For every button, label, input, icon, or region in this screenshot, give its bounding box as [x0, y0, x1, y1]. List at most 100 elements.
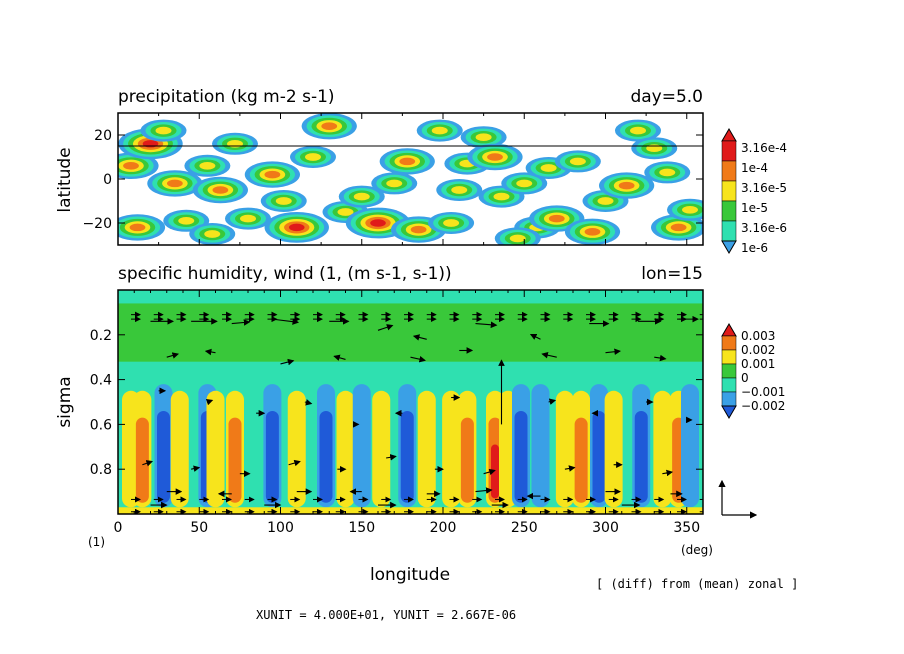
- precip-cell: [618, 181, 635, 190]
- humidity-lon-label: lon=15: [641, 264, 703, 284]
- humidity-xtick-label: 300: [592, 520, 619, 536]
- humidity-column: [442, 390, 461, 508]
- wind-vector: [377, 324, 394, 331]
- precip-cell: [305, 153, 321, 161]
- wind-vector: [410, 355, 426, 363]
- humidity-column: [604, 390, 623, 508]
- precip-x-ticks: [117, 113, 688, 245]
- humidity-column: [592, 410, 606, 503]
- humidity-column: [574, 417, 588, 503]
- precip-cell: [630, 126, 646, 135]
- precip-field: [118, 113, 703, 245]
- wind-vector: [541, 351, 557, 359]
- precip-cell: [548, 214, 565, 223]
- precip-cell: [431, 126, 448, 135]
- humidity-column: [319, 410, 333, 503]
- humidity-column: [157, 410, 170, 503]
- humidity-cap: [118, 290, 703, 304]
- colorbar-swatch: [721, 363, 737, 379]
- precip-cell: [166, 179, 183, 188]
- wind-vector: [548, 398, 557, 405]
- colorbar-swatch: [721, 180, 737, 202]
- humidity-column: [135, 417, 149, 503]
- precip-cell: [451, 186, 468, 194]
- humidity-ytick-label: 0.8: [90, 462, 112, 478]
- humidity-column: [336, 390, 355, 508]
- humidity-column: [555, 390, 574, 508]
- wind-vector: [483, 468, 496, 476]
- humidity-ytick-label: 0.4: [90, 373, 112, 389]
- humidity-column: [634, 410, 648, 503]
- wind-vector: [529, 333, 541, 340]
- wind-vectors: [131, 311, 703, 514]
- humidity-column: [514, 410, 528, 503]
- precip-cell: [178, 216, 195, 225]
- wind-vector: [304, 399, 313, 406]
- reference-vector: [718, 479, 758, 519]
- precip-y-ticks: −20 0 20: [82, 128, 703, 232]
- humidity-column: [372, 390, 391, 508]
- precip-cell: [353, 192, 370, 201]
- colorbar-top-triangle: [721, 128, 737, 142]
- wind-vector: [204, 348, 216, 356]
- humidity-xtick-label: 50: [190, 520, 208, 536]
- colorbar-swatch: [721, 200, 737, 222]
- precip-ytick-label: 20: [94, 128, 112, 144]
- precip-cell: [370, 219, 386, 227]
- precip-cell: [540, 164, 557, 172]
- humidity-y-ticks: 0.2 0.4 0.6 0.8: [90, 328, 703, 478]
- x-unit-label: (deg): [681, 543, 713, 557]
- colorbar-label: 0: [741, 371, 749, 385]
- precip-cell: [475, 133, 492, 142]
- colorbar-swatch: [721, 160, 737, 182]
- precip-cell: [337, 208, 354, 216]
- wind-vector: [288, 459, 301, 467]
- colorbar-swatch: [721, 391, 737, 407]
- colorbar-swatch: [721, 220, 737, 242]
- precip-title: precipitation (kg m-2 s-1): [118, 87, 335, 107]
- humidity-column: [681, 384, 699, 508]
- humidity-xtick-label: 0: [114, 520, 123, 536]
- colorbar-label: −0.002: [741, 399, 785, 413]
- colorbar-bottom-triangle: [721, 240, 737, 254]
- colorbar-label: 0.001: [741, 357, 775, 371]
- precip-cell: [199, 161, 216, 170]
- precip-ylabel: latitude: [55, 147, 75, 212]
- colorbar-label: 3.16e-6: [741, 221, 787, 235]
- precip-cell: [659, 168, 676, 177]
- wind-vector: [231, 319, 251, 326]
- humidity-title: specific humidity, wind (1, (m s-1, s-1)…: [118, 264, 452, 284]
- colorbar-swatch: [721, 349, 737, 365]
- humidity-ytick-label: 0.2: [90, 328, 112, 344]
- precip-cell: [275, 197, 292, 205]
- humidity-column: [460, 417, 474, 503]
- wind-vector: [412, 334, 427, 341]
- humidity-column: [531, 384, 550, 508]
- wind-vector: [654, 354, 667, 362]
- humidity-xtick-label: 100: [267, 520, 294, 536]
- wind-vector: [205, 399, 214, 406]
- precip-day-label: day=5.0: [630, 87, 703, 107]
- precip-cell: [123, 162, 139, 170]
- colorbar-label: 0.002: [741, 343, 775, 357]
- wind-vector: [142, 460, 154, 467]
- precip-ytick-label: 0: [103, 172, 112, 188]
- diff-note: [ (diff) from (mean) zonal ]: [596, 577, 798, 591]
- wind-vector: [564, 465, 576, 472]
- humidity-xlabel: longitude: [370, 565, 450, 585]
- precip-cell: [399, 157, 416, 166]
- humidity-xtick-label: 150: [348, 520, 375, 536]
- humidity-column: [170, 390, 189, 508]
- humidity-xtick-label: 250: [511, 520, 538, 536]
- colorbar-label: 1e-6: [741, 241, 768, 255]
- colorbar-bottom-triangle: [721, 405, 737, 419]
- wind-vector: [662, 469, 674, 477]
- humidity-column: [228, 417, 242, 503]
- humidity-xtick-label: 350: [673, 520, 700, 536]
- colorbar-label: 1e-4: [741, 161, 768, 175]
- precip-cell: [682, 205, 698, 214]
- precip-cell: [443, 219, 460, 227]
- colorbar-swatch: [721, 377, 737, 393]
- precip-cell: [410, 225, 427, 234]
